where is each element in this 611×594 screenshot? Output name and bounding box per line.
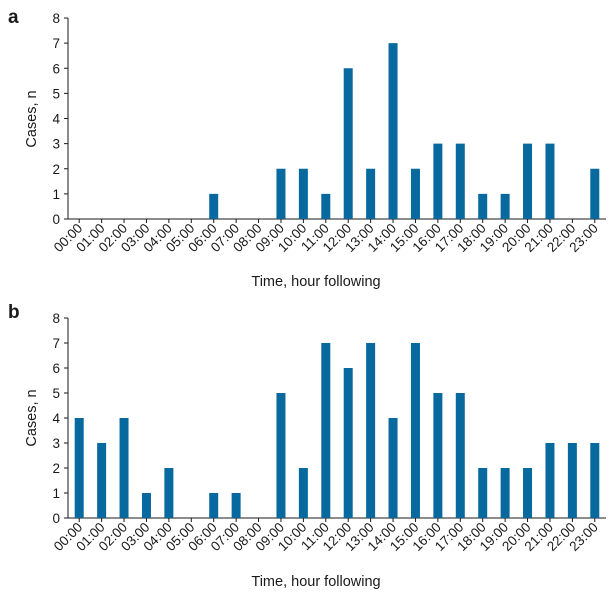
bar-2200 [567,443,577,518]
y-tick-label: 7 [52,36,60,51]
bar-1700 [455,393,465,518]
plot-area-a: 01234567800:0001:0002:0003:0004:0005:000… [51,11,606,255]
y-tick-label: 7 [52,336,60,351]
panel-label-a: a [8,7,19,28]
bar-0600 [209,493,219,518]
bar-1800 [478,468,488,518]
bar-2100 [545,143,555,219]
bar-1400 [388,418,398,518]
chart-panel-b: b Cases, n Time, hour following 0 1 2 3 4 5 6 7… [8,302,606,590]
bar-1300 [366,168,376,219]
panel-label-b: b [8,302,20,323]
x-axis-title-a: Time, hour following [251,274,380,290]
bar-1000 [298,468,308,518]
y-tick-label: 2 [52,162,60,177]
y-tick-label: 8 [52,311,60,326]
bar-1800 [478,193,488,219]
bar-0200 [119,418,129,518]
bar-0600 [209,193,219,219]
bar-1900 [500,468,510,518]
bar-0900 [276,168,286,219]
bar-1300 [366,343,376,518]
bar-0000 [74,418,84,518]
bar-1500 [410,168,420,219]
bar-2100 [545,443,555,518]
bar-1100 [321,193,331,219]
y-tick-label: 3 [52,436,60,451]
plot-area-b: 01234567800:0001:0002:0003:0004:0005:000… [51,311,606,554]
bar-0700 [231,493,241,518]
bar-0300 [141,493,151,518]
y-tick-label: 5 [52,86,60,101]
y-tick-label: 0 [52,212,60,227]
bar-2300 [590,443,600,518]
bar-2300 [590,168,600,219]
bar-1900 [500,193,510,219]
bar-1500 [410,343,420,518]
bar-1000 [298,168,308,219]
bar-1200 [343,68,353,219]
bar-1200 [343,368,353,518]
bar-2000 [523,468,533,518]
bar-1600 [433,143,443,219]
y-tick-label: 2 [52,461,60,476]
bar-0400 [164,468,174,518]
y-tick-label: 0 [52,511,60,526]
y-tick-label: 1 [52,187,60,202]
y-tick-label: 3 [52,137,60,152]
y-tick-label: 5 [52,386,60,401]
y-tick-label: 6 [52,361,60,376]
bar-1600 [433,393,443,518]
y-axis-title-b: Cases, n [24,389,40,446]
y-tick-label: 8 [52,11,60,26]
bar-0900 [276,393,286,518]
bar-2000 [523,143,533,219]
y-tick-label: 6 [52,61,60,76]
bar-0100 [97,443,107,518]
bar-1100 [321,343,331,518]
x-axis-title-b: Time, hour following [251,574,380,590]
y-tick-label: 4 [52,112,60,127]
y-tick-label: 1 [52,486,60,501]
bar-1700 [455,143,465,219]
y-axis-title-a: Cases, n [24,90,40,147]
y-tick-label: 4 [52,411,60,426]
bar-1400 [388,43,398,219]
chart-panel-a: a Cases, n Time, hour following 0 1 2 3 4 5 6 7… [8,7,606,290]
